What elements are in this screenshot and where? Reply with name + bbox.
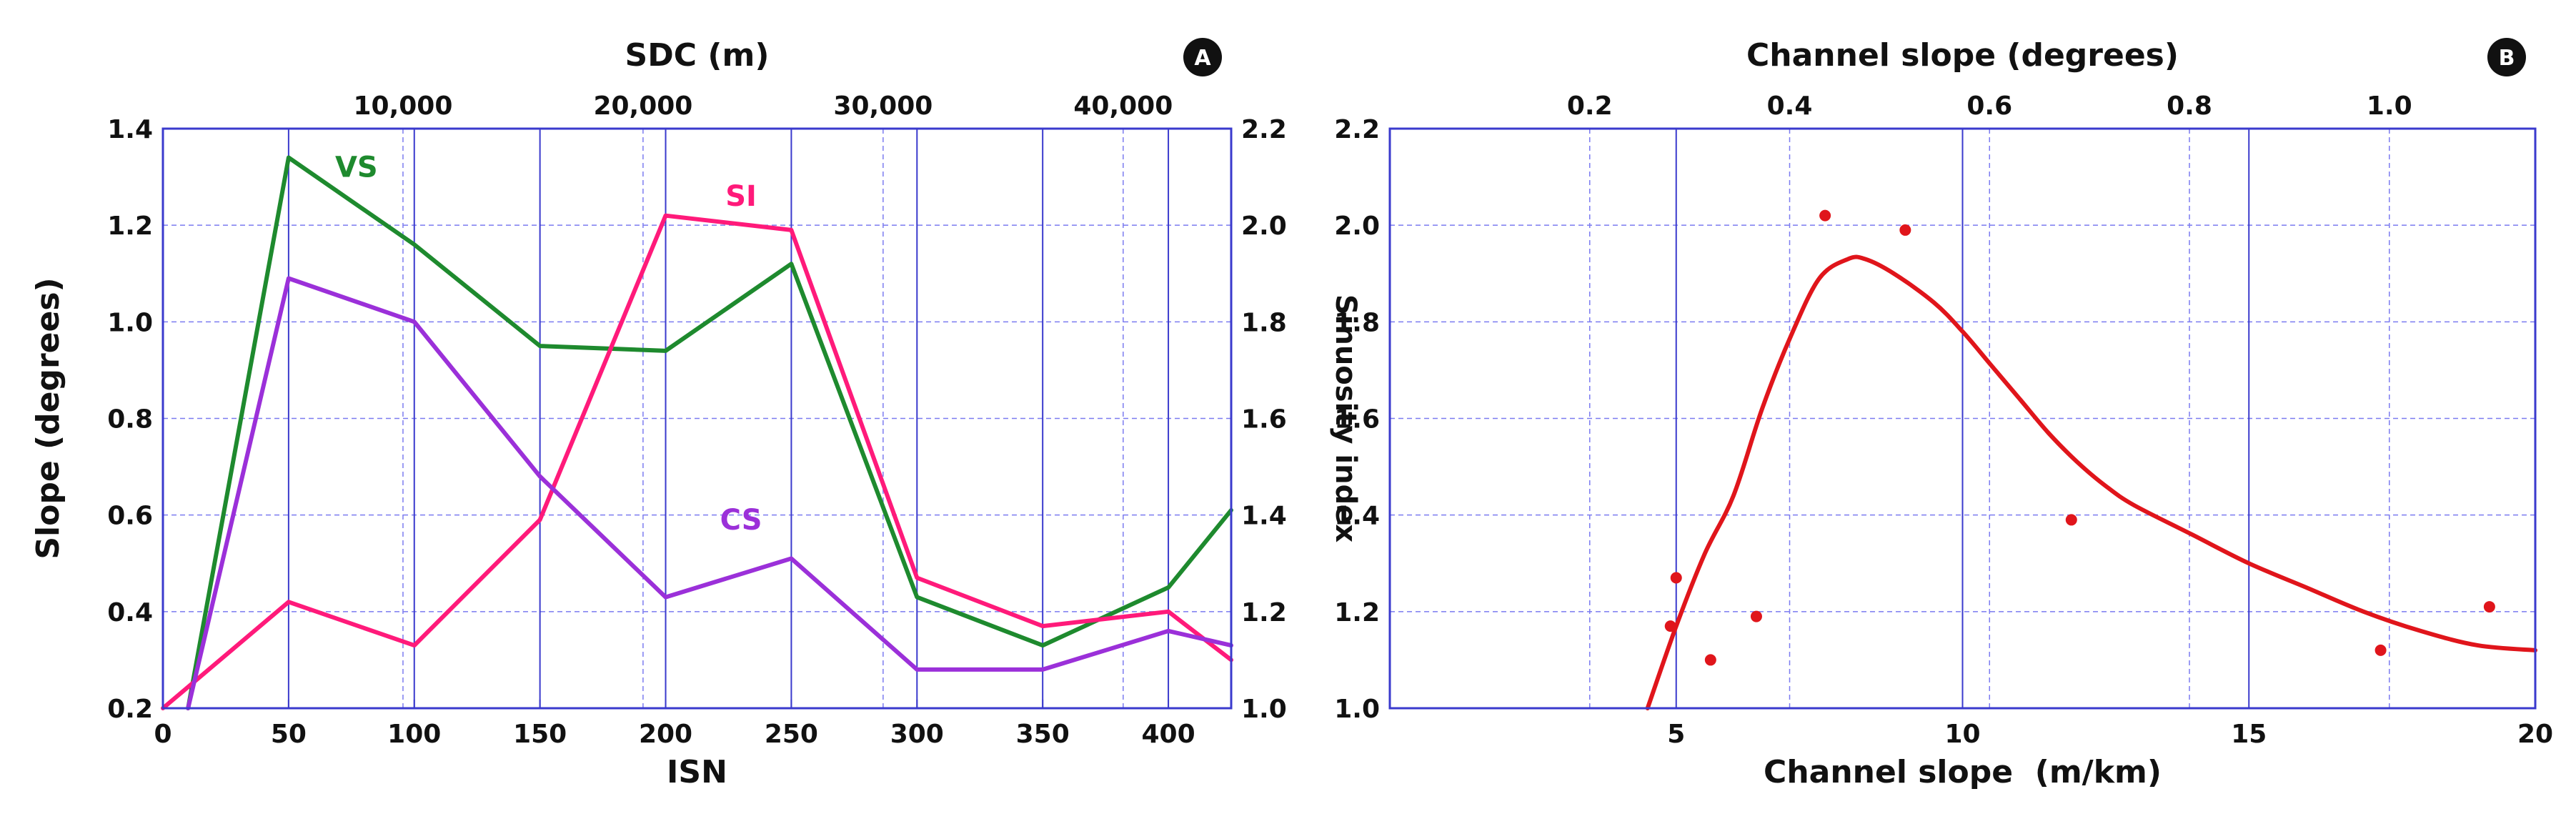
- panel-a-right-tick-label: 2.0: [1241, 212, 1287, 241]
- series-line-si: [161, 213, 1233, 710]
- panel-a-left-ticks: 0.2 0.4 0.6 0.8 1.0 1.2 1.4: [107, 115, 153, 724]
- panel-a-left-tick-label: 1.2: [107, 212, 153, 241]
- panel-a-x-tick-label: 150: [513, 720, 567, 749]
- panel-b-x-tick-label: 5: [1667, 720, 1685, 749]
- panel-a-left-tick-label: 0.6: [107, 502, 153, 531]
- panel-a-frame: [161, 127, 1233, 710]
- panel-a-top-ticks: 10,000 20,000 30,000 40,000: [353, 91, 1173, 121]
- panel-b-y-tick-label: 1.2: [1334, 598, 1380, 627]
- panel-b-bottom-ticks: 5 10 15 20: [1667, 720, 2553, 749]
- panel-a-top-tick-label: 30,000: [833, 91, 933, 121]
- panel-b-left-ticks: 1.0 1.2 1.4 1.6 1.8 2.0 2.2: [1334, 115, 1380, 724]
- panel-b-grid: [1390, 128, 2536, 709]
- series-line-cs: [186, 276, 1233, 710]
- panel-a-bottom-ticks: 0 50 100 150 200 250 300 350 400: [154, 700, 1195, 749]
- panel-a-left-tick-label: 1.0: [107, 308, 153, 337]
- panel-a-left-tick-label: 0.4: [107, 598, 153, 627]
- panel-b-top-tick-label: 0.2: [1567, 91, 1613, 121]
- panel-b-badge-circle: [2487, 38, 2526, 76]
- panel-a-right-tick-label: 1.0: [1241, 695, 1287, 724]
- panel-a-series: [161, 155, 1233, 710]
- panel-a-badge-label: A: [1194, 46, 1211, 71]
- panel-a-left-tick-label: 0.2: [107, 695, 153, 724]
- panel-a-right-tick-label: 2.2: [1241, 115, 1287, 144]
- series-label-vs: VS: [335, 152, 378, 184]
- series-label-cs: CS: [720, 504, 762, 537]
- scatter-point: [1750, 610, 1762, 622]
- panel-a-left-tick-label: 0.8: [107, 405, 153, 435]
- panel-a-right-tick-label: 1.2: [1241, 598, 1287, 627]
- scatter-point: [1899, 224, 1911, 236]
- panel-b-x-tick-label: 15: [2231, 720, 2267, 749]
- panel-a-right-ticks: 1.0 1.2 1.4 1.6 1.8 2.0 2.2: [1241, 115, 1287, 724]
- panel-b-points: [1664, 209, 2495, 666]
- panel-b-top-tick-label: 1.0: [2367, 91, 2412, 121]
- panel-b-top-ticks: 0.2 0.4 0.6 0.8 1.0: [1567, 91, 2412, 121]
- panel-b-badge-label: B: [2499, 46, 2515, 71]
- panel-a-right-tick-label: 1.4: [1241, 502, 1287, 531]
- panel-a-x-tick-label: 0: [154, 720, 171, 749]
- panel-b-y-tick-label: 1.8: [1334, 308, 1380, 337]
- panel-a-right-axis-title: Sinuosity index: [1329, 294, 1362, 543]
- panel-b-x-axis-title: Channel slope (m/km): [1764, 754, 2162, 790]
- panel-a-left-axis-title: Slope (degrees): [30, 277, 66, 559]
- panel-b-top-tick-label: 0.8: [2167, 91, 2212, 121]
- scatter-point: [1704, 654, 1716, 666]
- panel-a-right-tick-label: 1.6: [1241, 405, 1287, 435]
- panel-b-y-tick-label: 1.6: [1334, 405, 1380, 435]
- panel-b-x-tick-label: 20: [2517, 720, 2553, 749]
- panel-a-x-tick-label: 350: [1016, 720, 1070, 749]
- scatter-point: [2374, 644, 2387, 656]
- panel-a-series-labels: VS SI CS: [335, 152, 762, 537]
- panel-a-top-tick-label: 40,000: [1073, 91, 1173, 121]
- panel-a-badge-circle: [1183, 38, 1222, 76]
- panel-b-top-axis-title: Channel slope (degrees): [1746, 37, 2179, 74]
- panel-a-x-tick-label: 100: [387, 720, 441, 749]
- panel-b-y-tick-label: 1.4: [1334, 502, 1380, 531]
- panel-a-left-tick-label: 1.4: [107, 115, 153, 144]
- panel-a-top-tick-label: 20,000: [593, 91, 692, 121]
- scatter-point: [1664, 620, 1676, 632]
- fit-curve: [1645, 254, 2537, 710]
- panel-a-top-tick-label: 10,000: [353, 91, 452, 121]
- panel-a-x-tick-label: 200: [639, 720, 692, 749]
- panel-b-fit-curve-group: [1645, 254, 2537, 710]
- series-label-si: SI: [725, 180, 757, 213]
- panel-a-top-axis-title: SDC (m): [625, 37, 770, 74]
- scatter-point: [2483, 601, 2495, 613]
- panel-b-frame: [1388, 127, 2537, 710]
- scatter-point: [2065, 514, 2077, 526]
- panel-a-x-tick-label: 400: [1141, 720, 1195, 749]
- panel-a-x-tick-label: 300: [890, 720, 944, 749]
- panel-a-right-tick-label: 1.8: [1241, 308, 1287, 337]
- panel-b: 5 10 15 20 1.01.21.41.61.82.02.2 0.2 0.4 0.6 0…: [1334, 37, 2553, 790]
- series-line-vs: [186, 155, 1233, 710]
- panel-a-x-tick-label: 50: [271, 720, 307, 749]
- panel-a-x-axis-title: ISN: [667, 754, 727, 790]
- panel-b-x-tick-label: 10: [1944, 720, 1980, 749]
- scatter-point: [1670, 572, 1682, 584]
- panel-b-top-tick-label: 0.4: [1767, 91, 1813, 121]
- scatter-point: [1819, 209, 1831, 222]
- panel-a-badge: A: [1183, 38, 1222, 76]
- panel-b-badge: B: [2487, 38, 2526, 76]
- panel-b-y-tick-label: 1.0: [1334, 695, 1380, 724]
- panel-b-top-tick-label: 0.6: [1966, 91, 2012, 121]
- panel-b-y-tick-label: 2.2: [1334, 115, 1380, 144]
- panel-a: 0 50 100 150 200 250 300 350 400 0.2 0.4 0.6 0.8 1.0…: [30, 37, 1362, 790]
- panel-a-x-tick-label: 250: [765, 720, 818, 749]
- panel-b-y-tick-label: 2.0: [1334, 212, 1380, 241]
